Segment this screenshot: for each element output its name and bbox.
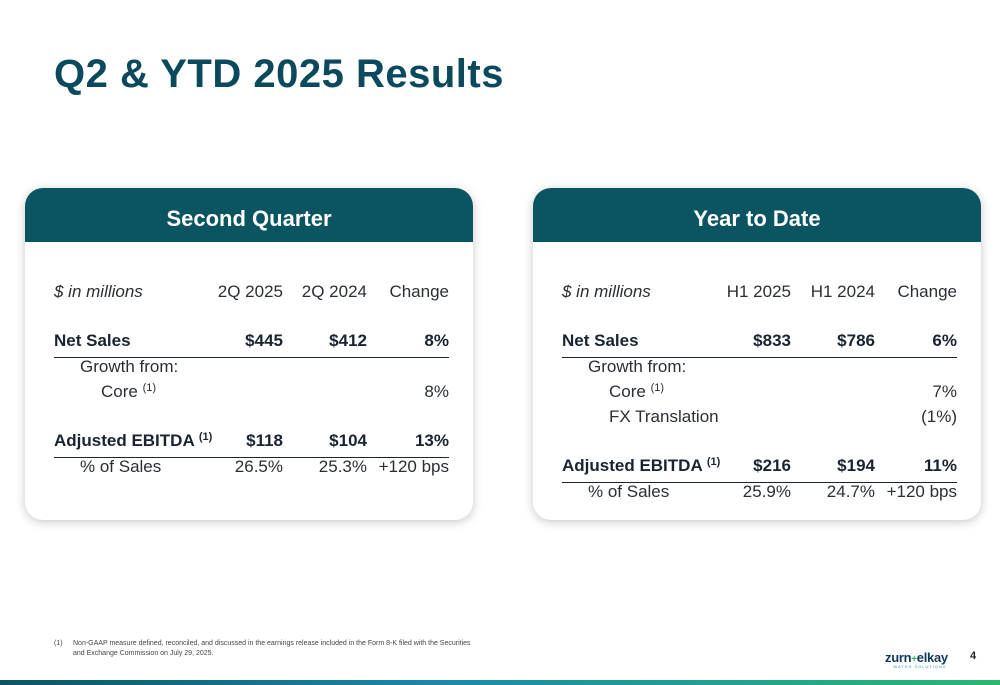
adjusted-ebitda-prior: $194	[837, 456, 875, 475]
unit-label: $ in millions	[562, 282, 651, 301]
column-header-row: $ in millions H1 2025 H1 2024 Change	[562, 282, 957, 306]
adjusted-ebitda-label: Adjusted EBITDA (1)	[562, 456, 721, 475]
pct-sales-row: % of Sales 25.9% 24.7% +120 bps	[562, 482, 957, 506]
core-row: Core (1) 8%	[54, 382, 449, 406]
net-sales-label: Net Sales	[54, 331, 131, 350]
net-sales-prior: $412	[329, 331, 367, 350]
card-heading: Year to Date	[533, 188, 981, 242]
second-quarter-card: Second Quarter $ in millions 2Q 2025 2Q …	[25, 188, 473, 520]
logo-wordmark: zurn+elkay	[885, 650, 948, 665]
footnote-text: Non-GAAP measure defined, reconciled, an…	[73, 640, 471, 657]
net-sales-current: $833	[753, 331, 791, 350]
net-sales-prior: $786	[837, 331, 875, 350]
net-sales-change: 6%	[932, 331, 957, 350]
core-row: Core (1) 7%	[562, 382, 957, 406]
page-title: Q2 & YTD 2025 Results	[54, 52, 504, 96]
company-logo: zurn+elkay WATER SOLUTIONS	[885, 650, 955, 670]
growth-from-label: Growth from:	[588, 357, 687, 376]
growth-from-row: Growth from:	[54, 357, 449, 381]
adjusted-ebitda-change: 13%	[414, 431, 449, 450]
pct-sales-prior: 25.3%	[318, 457, 367, 476]
column-header-row: $ in millions 2Q 2025 2Q 2024 Change	[54, 282, 449, 306]
net-sales-change: 8%	[424, 331, 449, 350]
logo-tagline: WATER SOLUTIONS	[893, 664, 947, 669]
adjusted-ebitda-label: Adjusted EBITDA (1)	[54, 431, 213, 450]
column-header-current: 2Q 2025	[217, 282, 283, 301]
net-sales-row: Net Sales $833 $786 6%	[562, 331, 957, 358]
adjusted-ebitda-row: Adjusted EBITDA (1) $118 $104 13%	[54, 431, 449, 458]
plus-icon: +	[911, 654, 917, 665]
unit-label: $ in millions	[54, 282, 143, 301]
year-to-date-card: Year to Date $ in millions H1 2025 H1 20…	[533, 188, 981, 520]
column-header-change: Change	[897, 282, 957, 301]
net-sales-current: $445	[245, 331, 283, 350]
fx-translation-label: FX Translation	[609, 407, 719, 426]
core-label: Core (1)	[101, 382, 157, 401]
footnote-number: (1)	[54, 640, 63, 647]
pct-sales-row: % of Sales 26.5% 25.3% +120 bps	[54, 457, 449, 481]
fx-translation-row: FX Translation (1%)	[562, 407, 957, 431]
column-header-change: Change	[389, 282, 449, 301]
core-change: 8%	[424, 382, 449, 401]
net-sales-row: Net Sales $445 $412 8%	[54, 331, 449, 358]
pct-sales-label: % of Sales	[588, 482, 670, 501]
core-change: 7%	[932, 382, 957, 401]
column-header-prior: H1 2024	[810, 282, 875, 301]
adjusted-ebitda-current: $118	[246, 431, 283, 450]
growth-from-row: Growth from:	[562, 357, 957, 381]
pct-sales-prior: 24.7%	[826, 482, 875, 501]
column-header-prior: 2Q 2024	[301, 282, 367, 301]
adjusted-ebitda-current: $216	[753, 456, 791, 475]
page-number: 4	[970, 650, 977, 662]
adjusted-ebitda-row: Adjusted EBITDA (1) $216 $194 11%	[562, 456, 957, 483]
adjusted-ebitda-prior: $104	[329, 431, 367, 450]
column-header-current: H1 2025	[726, 282, 791, 301]
pct-sales-label: % of Sales	[80, 457, 162, 476]
bottom-gradient-bar	[0, 680, 1000, 685]
pct-sales-current: 25.9%	[742, 482, 791, 501]
pct-sales-current: 26.5%	[234, 457, 283, 476]
core-label: Core (1)	[609, 382, 665, 401]
pct-sales-change: +120 bps	[378, 457, 449, 476]
growth-from-label: Growth from:	[80, 357, 179, 376]
pct-sales-change: +120 bps	[886, 482, 957, 501]
adjusted-ebitda-change: 11%	[923, 456, 957, 475]
net-sales-label: Net Sales	[562, 331, 639, 350]
card-heading: Second Quarter	[25, 188, 473, 242]
fx-translation-change: (1%)	[921, 407, 957, 426]
